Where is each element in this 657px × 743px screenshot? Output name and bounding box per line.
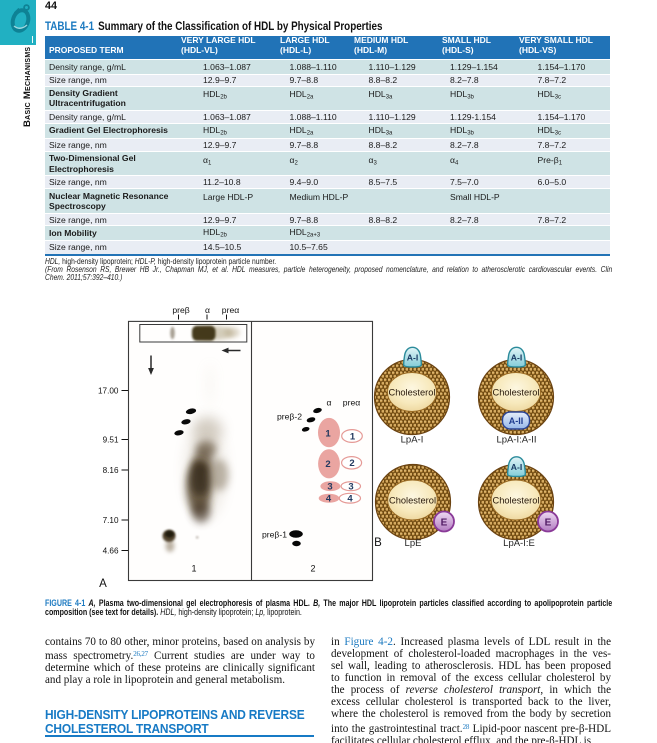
- svg-text:4: 4: [347, 494, 353, 505]
- svg-text:17.00: 17.00: [98, 386, 119, 395]
- svg-text:α: α: [327, 398, 332, 408]
- svg-text:LpE: LpE: [405, 538, 422, 549]
- svg-text:preβ: preβ: [172, 305, 189, 315]
- svg-text:LpA-I: LpA-I: [401, 435, 424, 446]
- svg-text:8.16: 8.16: [103, 466, 119, 475]
- svg-text:α: α: [205, 305, 210, 315]
- svg-text:Cholesterol: Cholesterol: [492, 496, 539, 506]
- svg-text:4.66: 4.66: [103, 546, 119, 555]
- svg-text:4: 4: [326, 494, 332, 505]
- svg-text:2: 2: [325, 459, 330, 470]
- svg-text:preβ-2: preβ-2: [277, 412, 302, 422]
- svg-text:preβ-1: preβ-1: [262, 530, 287, 540]
- svg-text:3: 3: [348, 482, 353, 493]
- svg-text:Cholesterol: Cholesterol: [388, 388, 435, 398]
- svg-text:preα: preα: [222, 305, 239, 315]
- svg-text:LpA-I:E: LpA-I:E: [503, 538, 535, 549]
- svg-text:preα: preα: [343, 398, 360, 408]
- svg-text:E: E: [441, 517, 448, 528]
- svg-text:2: 2: [310, 564, 315, 574]
- svg-text:1: 1: [325, 428, 331, 439]
- svg-text:LpA-I:A-II: LpA-I:A-II: [496, 435, 536, 446]
- svg-text:Cholesterol: Cholesterol: [389, 496, 436, 506]
- svg-text:A-I: A-I: [511, 462, 522, 472]
- svg-text:A: A: [99, 578, 107, 590]
- svg-text:3: 3: [327, 482, 332, 493]
- svg-text:B: B: [374, 537, 382, 549]
- svg-text:7.10: 7.10: [103, 516, 119, 525]
- svg-text:A-I: A-I: [407, 353, 418, 363]
- svg-text:A-II: A-II: [509, 416, 524, 426]
- svg-text:Cholesterol: Cholesterol: [492, 388, 539, 398]
- svg-text:2: 2: [349, 458, 354, 469]
- svg-text:E: E: [545, 517, 552, 528]
- svg-text:1: 1: [350, 431, 356, 442]
- svg-text:A-I: A-I: [511, 353, 522, 363]
- svg-text:9.51: 9.51: [103, 435, 119, 444]
- svg-text:1: 1: [191, 564, 196, 574]
